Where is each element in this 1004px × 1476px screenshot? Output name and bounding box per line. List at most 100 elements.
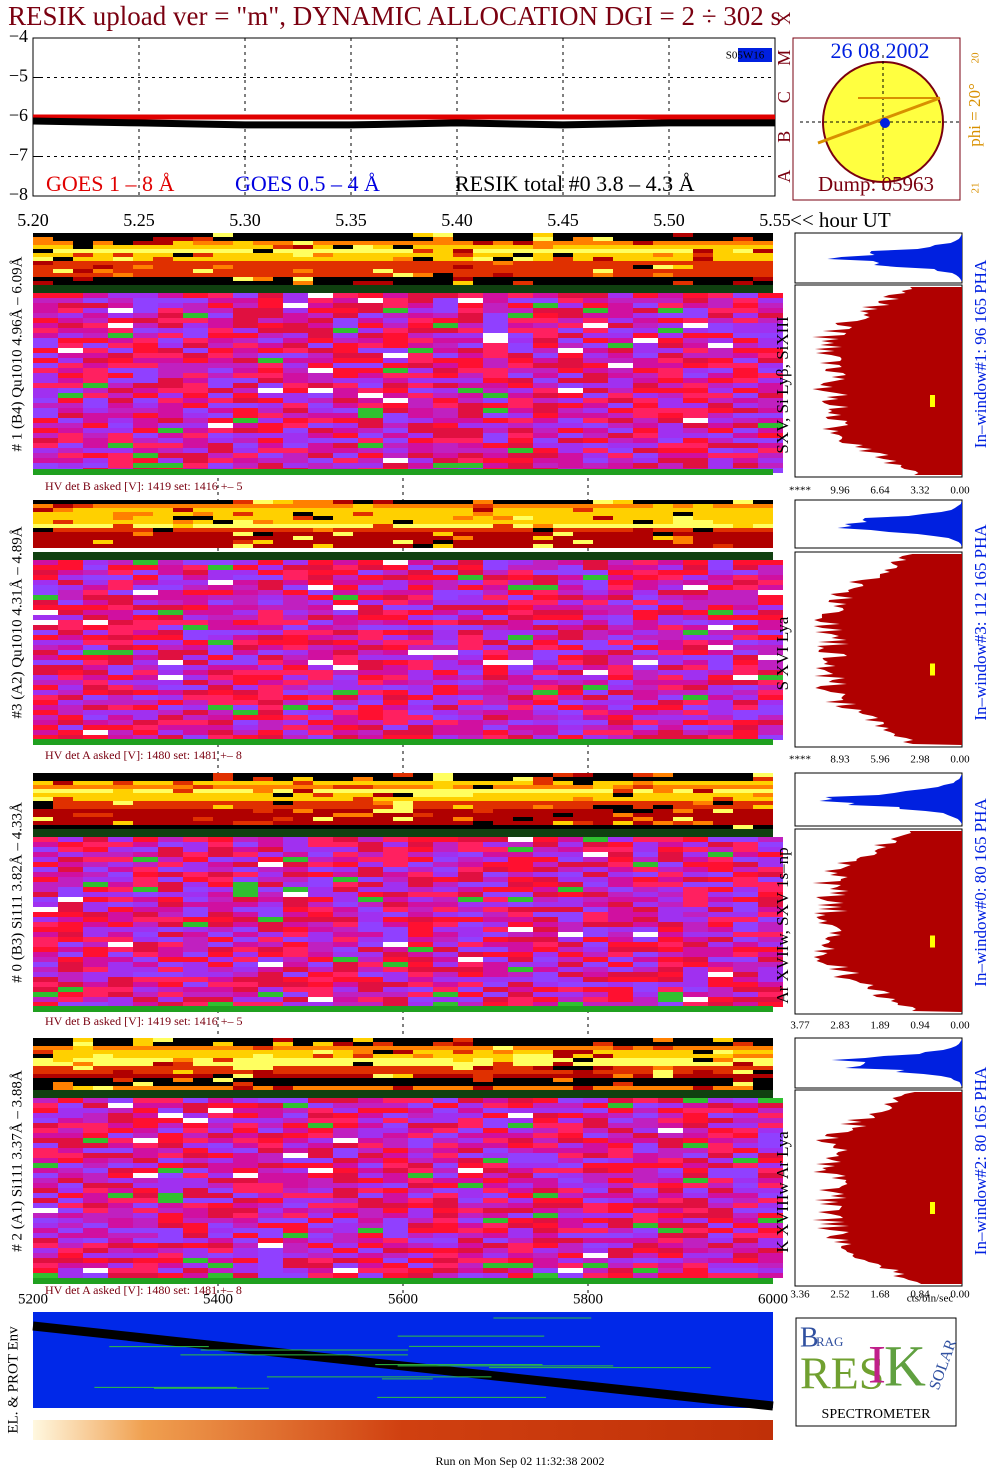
spectrum-cell	[383, 575, 408, 580]
spectrum-cell	[433, 413, 458, 418]
spectrum-cell	[583, 463, 608, 468]
strip-cell	[553, 516, 573, 520]
strip-cell	[113, 809, 133, 813]
strip-cell	[253, 249, 273, 253]
strip-cell	[413, 269, 433, 273]
strip-cell	[293, 508, 313, 512]
strip-cell	[613, 1042, 633, 1046]
strip-cell	[153, 516, 173, 520]
spectrum-cell	[283, 957, 308, 962]
hv-label: HV det B asked [V]: 1419 set: 1416 +– 5	[45, 479, 243, 493]
strip-cell	[93, 253, 113, 257]
spectrum-cell	[208, 710, 233, 715]
strip-cell	[293, 269, 313, 273]
spectrum-cell	[558, 393, 583, 398]
spectrum-cell	[83, 937, 108, 942]
spectrum-cell	[758, 625, 783, 630]
strip-cell	[333, 809, 353, 813]
strip-cell	[333, 528, 353, 532]
spectrum-cell	[608, 700, 633, 705]
spectrum-cell	[583, 665, 608, 670]
spectrum-cell	[608, 575, 633, 580]
spectrum-cell	[683, 997, 708, 1002]
strip-cell	[153, 1054, 173, 1058]
strip-cell	[33, 265, 53, 269]
spectrum-cell	[633, 348, 658, 353]
strip-cell	[193, 253, 213, 257]
spectrum-cell	[358, 730, 383, 735]
strip-cell	[233, 524, 253, 528]
spectrum-cell	[208, 842, 233, 847]
strip-cell	[333, 793, 353, 797]
spectrum-cell	[208, 433, 233, 438]
spectrum-cell	[233, 383, 258, 388]
pha-tick-label: 8.93	[830, 754, 850, 766]
spectrum-cell	[658, 735, 683, 740]
spectrum-cell	[58, 650, 83, 655]
strip-cell	[273, 809, 293, 813]
strip-cell	[393, 805, 413, 809]
spectrum-cell	[208, 323, 233, 328]
spectrum-cell	[658, 580, 683, 585]
strip-cell	[333, 261, 353, 265]
spectrum-cell	[183, 670, 208, 675]
spectrum-cell	[358, 418, 383, 423]
strip-cell	[753, 257, 773, 261]
spectrum-cell	[133, 333, 158, 338]
spectrum-cell	[733, 932, 758, 937]
spectrum-cell	[533, 373, 558, 378]
spectrum-cell	[358, 670, 383, 675]
spectrum-cell	[308, 308, 333, 313]
spectrum-cell	[33, 705, 58, 710]
strip-cell	[353, 261, 373, 265]
spectrum-cell	[108, 947, 133, 952]
spectrum-cell	[758, 308, 783, 313]
strip-cell	[313, 821, 333, 825]
spectrum-cell	[733, 580, 758, 585]
strip-cell	[633, 1058, 653, 1062]
strip-cell	[253, 532, 273, 536]
spectrum-cell	[408, 837, 433, 842]
spectrum-cell	[308, 615, 333, 620]
spectrum-cell	[533, 927, 558, 932]
spectrum-cell	[458, 565, 483, 570]
strip-cell	[133, 273, 153, 277]
spectrum-cell	[558, 433, 583, 438]
spectrum-cell	[683, 922, 708, 927]
spectrum-cell	[583, 338, 608, 343]
strip-cell	[713, 785, 733, 789]
spectrum-cell	[733, 293, 758, 298]
spectrum-cell	[58, 313, 83, 318]
strip-cell	[713, 253, 733, 257]
spectrum-cell	[708, 353, 733, 358]
strip-cell	[513, 773, 533, 777]
strip-cell	[633, 508, 653, 512]
spectrum-cell	[158, 660, 183, 665]
strip-cell	[393, 500, 413, 504]
spectrum-cell	[483, 947, 508, 952]
spectrum-cell	[608, 902, 633, 907]
strip-cell	[33, 540, 53, 544]
strip-cell	[113, 532, 133, 536]
spectrum-cell	[458, 348, 483, 353]
strip-cell	[333, 241, 353, 245]
strip-cell	[413, 536, 433, 540]
strip-cell	[153, 237, 173, 241]
strip-cell	[493, 809, 513, 813]
spectrum-cell	[483, 443, 508, 448]
strip-cell	[333, 508, 353, 512]
spectrum-cell	[733, 695, 758, 700]
strip-cell	[193, 797, 213, 801]
strip-cell	[613, 1058, 633, 1062]
spectrum-cell	[83, 565, 108, 570]
spectrum-cell	[608, 358, 633, 363]
spectrum-cell	[508, 857, 533, 862]
spectrum-cell	[33, 318, 58, 323]
spectrum-cell	[133, 847, 158, 852]
spectrum-cell	[258, 443, 283, 448]
spectrum-cell	[108, 453, 133, 458]
strip-cell	[553, 253, 573, 257]
spectrum-cell	[308, 982, 333, 987]
strip-cell	[613, 500, 633, 504]
spectrum-cell	[108, 298, 133, 303]
